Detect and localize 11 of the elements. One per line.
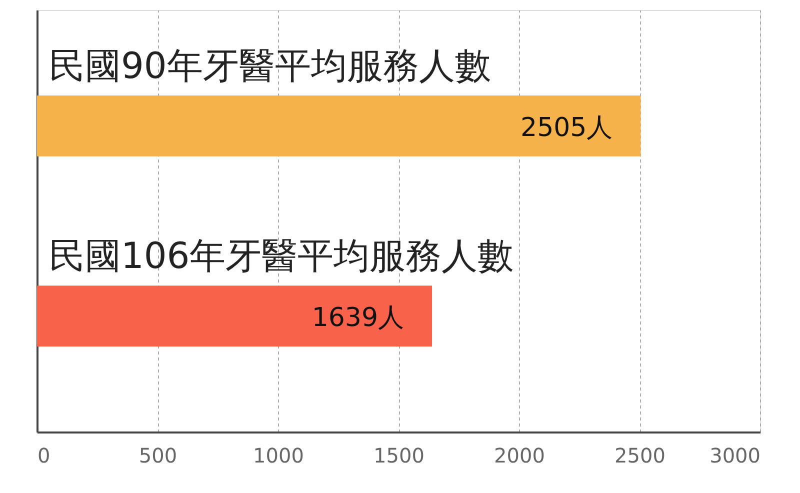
data-label: 2505人	[520, 112, 613, 143]
x-tick-label: 2000	[494, 444, 545, 468]
data-label: 1639人	[312, 303, 404, 334]
x-tick-label: 500	[138, 444, 178, 468]
x-tick-label: 3000	[710, 444, 760, 468]
x-tick-label: 0	[38, 444, 50, 468]
y-tick-label: 民國90年牙醫平均服務人數	[49, 46, 491, 87]
y-tick-label: 民國106年牙醫平均服務人數	[49, 236, 514, 278]
x-tick-label: 1500	[374, 444, 424, 468]
x-tick-label: 2500	[614, 444, 666, 468]
x-tick-label: 1000	[253, 444, 304, 468]
